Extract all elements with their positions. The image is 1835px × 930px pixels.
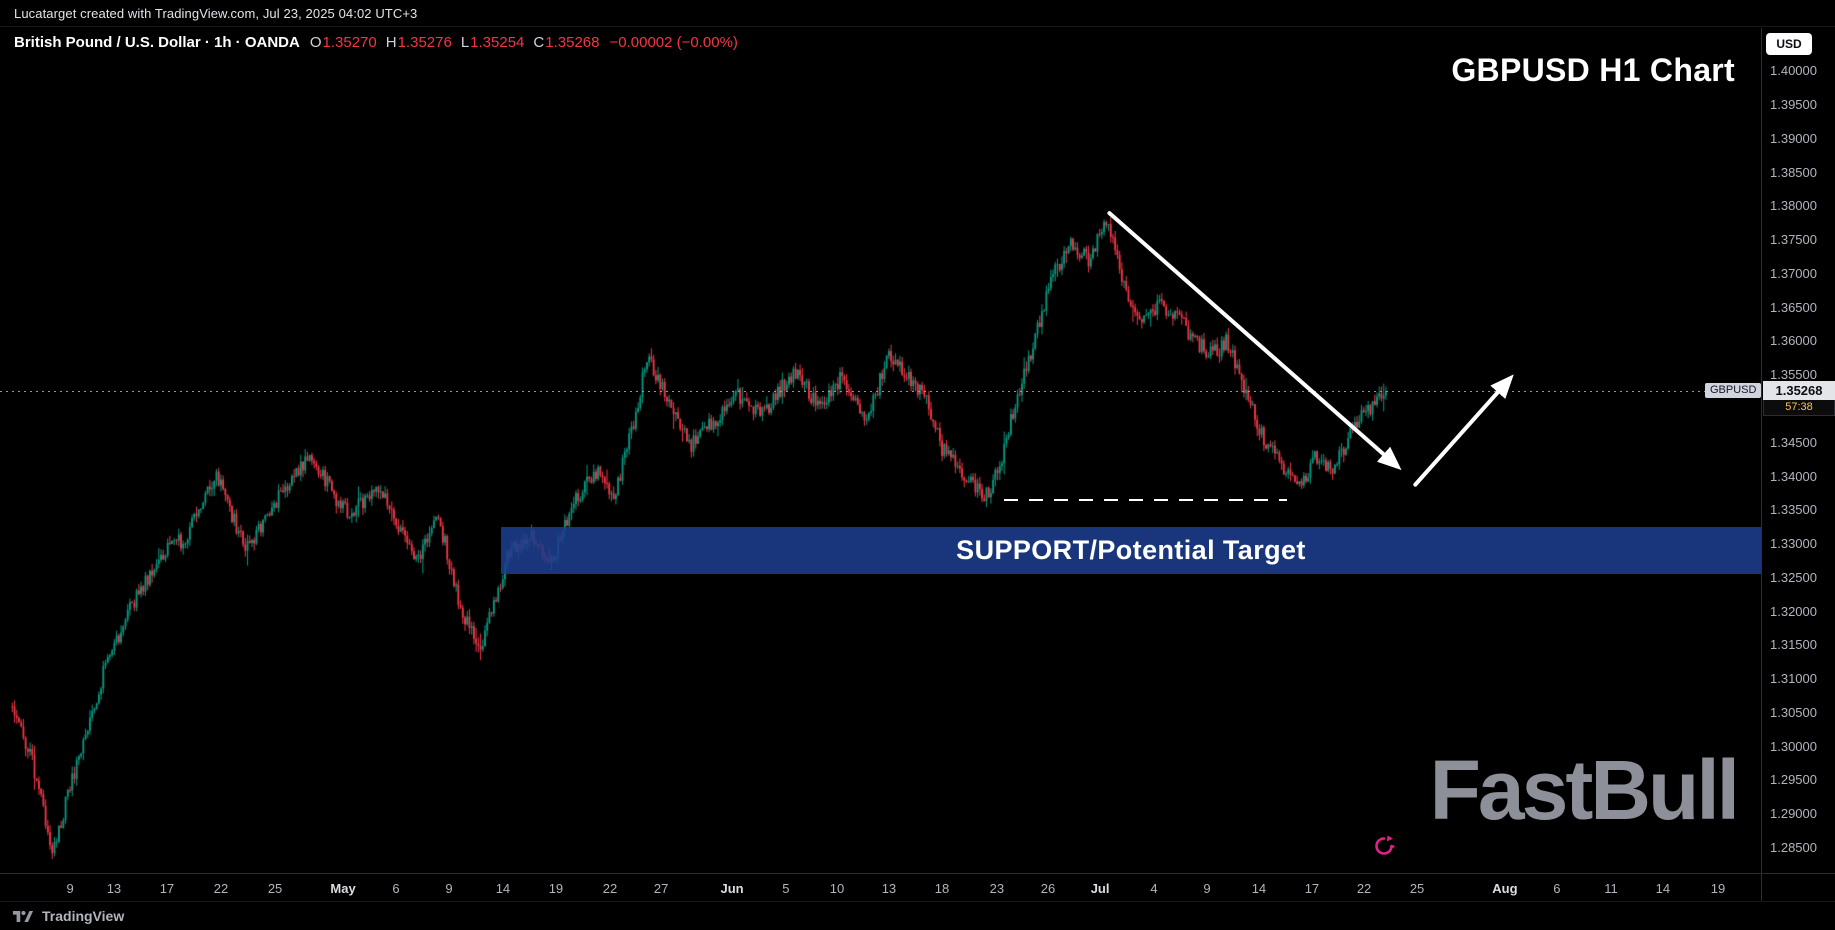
attribution-text: Lucatarget created with TradingView.com,… [14,5,418,21]
fastbull-watermark: FastBull [1429,743,1740,837]
time-tick-label: 5 [782,881,790,896]
price-tick-label: 1.32500 [1770,569,1817,585]
time-tick-label: 25 [267,881,283,896]
time-tick-label: 14 [1251,881,1267,896]
last-price-value: 1.35268 [1763,380,1835,400]
time-tick-label: 13 [106,881,122,896]
tradingview-logo-icon[interactable] [12,909,34,924]
price-tick-label: 1.34000 [1770,468,1817,484]
chart-title[interactable]: GBPUSD H1 Chart [1451,52,1735,88]
price-tick-label: 1.36000 [1770,333,1817,349]
price-tick-label: 1.37000 [1770,265,1817,281]
time-tick-label: 14 [1655,881,1671,896]
attribution-bar: Lucatarget created with TradingView.com,… [0,0,1835,27]
price-tick-label: 1.30500 [1770,704,1817,720]
price-tick-label: 1.36500 [1770,299,1817,315]
time-month-label: Jul [1090,881,1110,896]
dashed-support-line[interactable] [1003,499,1288,502]
time-tick-label: 6 [392,881,400,896]
time-tick-label: 18 [934,881,950,896]
ohlc-values: O 1.35270 H 1.35276 L 1.35254 C 1.35268 [310,34,600,51]
countdown-timer: 57:38 [1763,399,1835,416]
time-tick-label: 22 [1356,881,1372,896]
last-price-line [0,390,1761,392]
time-tick-label: 4 [1150,881,1158,896]
time-month-label: Aug [1492,881,1518,896]
price-tick-label: 1.28500 [1770,840,1817,855]
time-tick-label: 14 [495,881,511,896]
support-zone[interactable]: SUPPORT/Potential Target [501,527,1761,575]
symbol-row: British Pound / U.S. Dollar · 1h · OANDA… [14,34,738,51]
ohlc-item: O 1.35270 [309,34,377,51]
ohlc-item: C 1.35268 [533,34,600,51]
price-tick-label: 1.29500 [1770,772,1817,788]
time-tick-label: 17 [159,881,175,896]
time-tick-label: 11 [1604,881,1618,896]
time-tick-label: 17 [1304,881,1320,896]
price-tick-label: 1.31500 [1770,637,1817,653]
time-tick-label: 13 [881,881,897,896]
ohlc-item: L 1.35254 [460,34,525,51]
price-tick-label: 1.34500 [1770,434,1817,450]
time-tick-label: 10 [829,881,845,896]
trend-arrow-line[interactable] [1107,211,1402,471]
time-tick-label: 19 [548,881,564,896]
time-tick-label: 25 [1409,881,1425,896]
time-axis[interactable]: 9 13 17 22 25 May 6 9 14 19 22 27 Jun 5 10 13 18 23 26 Jul 4… [0,873,1835,902]
time-tick-label: 9 [66,881,74,896]
fastbull-logo-icon [1375,835,1395,855]
time-tick-label: 19 [1710,881,1726,896]
time-tick-label: 23 [989,881,1005,896]
ohlc-item: H 1.35276 [385,34,452,51]
tradingview-logo-text[interactable]: TradingView [42,908,125,924]
price-tick-label: 1.38500 [1770,164,1817,180]
time-month-label: May [330,881,356,896]
time-tick-label: 27 [653,881,669,896]
trend-arrows[interactable] [0,28,1761,873]
price-tick-label: 1.33500 [1770,502,1817,518]
price-tick-label: 1.29000 [1770,806,1817,822]
symbol-price-badge: GBPUSD [1705,382,1762,398]
price-tick-label: 1.31000 [1770,671,1817,687]
support-zone-label: SUPPORT/Potential Target [956,535,1306,566]
price-tick-label: 1.38000 [1770,198,1817,214]
price-tick-label: 1.40000 [1770,63,1817,79]
price-tick-label: 1.39000 [1770,130,1817,146]
time-tick-label: 9 [445,881,453,896]
symbol-title[interactable]: British Pound / U.S. Dollar · 1h · OANDA [14,34,300,51]
price-tick-label: 1.32000 [1770,603,1817,619]
time-tick-label: 9 [1203,881,1211,896]
price-tick-label: 1.37500 [1770,232,1817,248]
last-price-label: 1.35268 57:38 [1763,380,1835,416]
time-tick-label: 6 [1553,881,1561,896]
trend-arrow-line[interactable] [1413,374,1514,487]
price-tick-label: 1.35500 [1770,367,1817,383]
price-tick-label: 1.39500 [1770,97,1817,112]
time-tick-label: 26 [1040,881,1056,896]
time-tick-label: 22 [213,881,229,896]
time-month-label: Jun [720,881,744,896]
candlestick-canvas[interactable] [0,28,1761,873]
time-tick-label: 22 [602,881,618,896]
bottom-bar: TradingView [0,901,1835,930]
price-tick-label: 1.33000 [1770,536,1817,552]
price-tick-label: 1.30000 [1770,738,1817,754]
price-axis[interactable]: 1.35268 57:38 1.40000 1.39500 1.39000 1.385… [1761,28,1835,901]
change-value: −0.00002 (−0.00%) [609,34,738,51]
currency-button[interactable]: USD [1766,33,1812,55]
